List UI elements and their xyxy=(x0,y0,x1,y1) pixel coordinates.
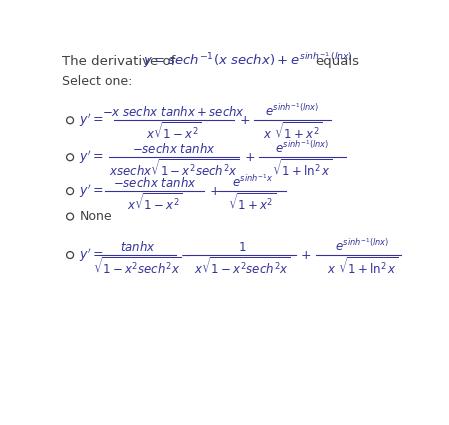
Text: $1$: $1$ xyxy=(238,241,247,253)
Text: $x\sqrt{1-x^2}$: $x\sqrt{1-x^2}$ xyxy=(127,193,182,214)
Text: $y' =$: $y' =$ xyxy=(79,111,104,129)
Text: Select one:: Select one: xyxy=(62,75,133,88)
Text: $x\mathit{sech}x\sqrt{1-x^2\mathit{sech}^2x}$: $x\mathit{sech}x\sqrt{1-x^2\mathit{sech}… xyxy=(109,159,239,180)
Text: $x\ \sqrt{1+x^2}$: $x\ \sqrt{1+x^2}$ xyxy=(263,122,322,143)
Text: $y = \mathit{sech}^{-1}(\mathit{x}\ \mathit{sech}\mathit{x}) + e^{\mathit{sinh}^: $y = \mathit{sech}^{-1}(\mathit{x}\ \mat… xyxy=(143,51,352,70)
Text: $+$: $+$ xyxy=(209,184,220,198)
Text: equals: equals xyxy=(316,54,360,68)
Text: $-\mathit{sech}x\ \mathit{tanh}x$: $-\mathit{sech}x\ \mathit{tanh}x$ xyxy=(113,176,196,190)
Text: $+$: $+$ xyxy=(300,249,312,261)
Text: $x\sqrt{1-x^2\mathit{sech}^2x}$: $x\sqrt{1-x^2\mathit{sech}^2x}$ xyxy=(194,257,290,278)
Text: $-x\ \mathit{sech}x\ \mathit{tanh}x + \mathit{sech}x$: $-x\ \mathit{sech}x\ \mathit{tanh}x + \m… xyxy=(102,105,246,119)
Text: $+$: $+$ xyxy=(239,114,250,127)
Text: $+$: $+$ xyxy=(244,151,255,164)
Text: $x\sqrt{1-x^2}$: $x\sqrt{1-x^2}$ xyxy=(146,122,202,143)
Text: None: None xyxy=(79,210,112,223)
Text: $y' =$: $y' =$ xyxy=(79,148,104,166)
Text: $y' =$: $y' =$ xyxy=(79,246,104,264)
Text: $-\mathit{sech}x\ \mathit{tanh}x$: $-\mathit{sech}x\ \mathit{tanh}x$ xyxy=(132,142,216,156)
Text: $y' =$: $y' =$ xyxy=(79,182,104,200)
Text: $x\ \sqrt{1+\ln^2x}$: $x\ \sqrt{1+\ln^2x}$ xyxy=(326,257,398,278)
Text: $\mathit{tanh}x$: $\mathit{tanh}x$ xyxy=(119,240,155,253)
Text: $\sqrt{1-x^2\mathit{sech}^2x}$: $\sqrt{1-x^2\mathit{sech}^2x}$ xyxy=(93,257,182,278)
Text: $\sqrt{1+\ln^2x}$: $\sqrt{1+\ln^2x}$ xyxy=(273,159,333,180)
Text: $\sqrt{1+x^2}$: $\sqrt{1+x^2}$ xyxy=(228,193,276,214)
Text: $e^{\mathit{sinh}^{-1}\mathit{(lnx)}}$: $e^{\mathit{sinh}^{-1}\mathit{(lnx)}}$ xyxy=(265,102,320,119)
Text: $e^{\mathit{sinh}^{-1}\mathit{(lnx)}}$: $e^{\mathit{sinh}^{-1}\mathit{(lnx)}}$ xyxy=(335,237,389,253)
Text: $e^{\mathit{sinh}^{-1}\mathit{(lnx)}}$: $e^{\mathit{sinh}^{-1}\mathit{(lnx)}}$ xyxy=(275,139,330,156)
Text: The derivative of: The derivative of xyxy=(62,54,176,68)
Text: $-$: $-$ xyxy=(180,249,191,261)
Text: $e^{\mathit{sinh}^{-1}x}$: $e^{\mathit{sinh}^{-1}x}$ xyxy=(232,173,273,190)
